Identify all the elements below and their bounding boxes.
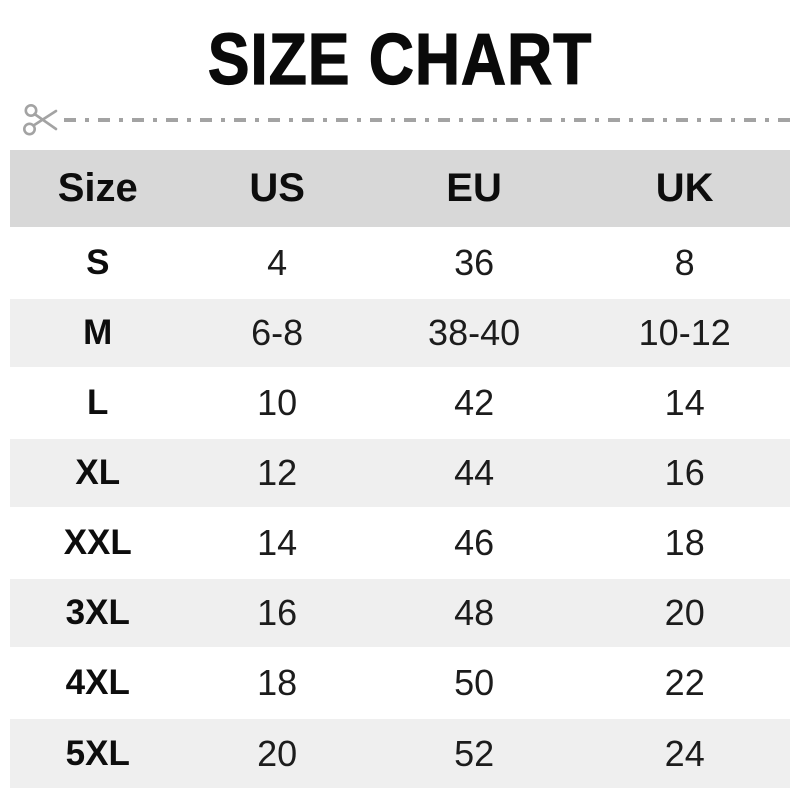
- us-cell: 12: [185, 437, 369, 508]
- eu-cell: 42: [368, 367, 580, 438]
- size-cell: 5XL: [10, 717, 186, 788]
- table-row: L 10 42 14: [10, 367, 790, 438]
- table-row: 3XL 16 48 20: [10, 577, 790, 648]
- page-title-text: SIZE CHART: [207, 20, 593, 100]
- eu-cell: 46: [368, 507, 580, 578]
- uk-cell: 10-12: [579, 297, 790, 368]
- eu-cell: 38-40: [368, 297, 580, 368]
- table-header-row: Size US EU UK: [10, 150, 790, 228]
- column-header-us: US: [185, 150, 369, 228]
- uk-cell: 14: [579, 367, 790, 438]
- uk-cell: 24: [579, 717, 790, 788]
- table-row: XXL 14 46 18: [10, 507, 790, 578]
- column-header-eu: EU: [368, 150, 580, 228]
- scissors-icon: [22, 102, 60, 138]
- size-cell: 4XL: [10, 647, 186, 718]
- eu-cell: 48: [368, 577, 580, 648]
- us-cell: 4: [185, 227, 369, 298]
- size-cell: 3XL: [10, 577, 186, 648]
- size-chart-table: Size US EU UK S 4 36 8 M 6-8 38-40 10-12…: [10, 150, 790, 788]
- eu-cell: 36: [368, 227, 580, 298]
- column-header-uk: UK: [579, 150, 790, 228]
- size-cell: XL: [10, 437, 186, 508]
- uk-cell: 8: [579, 227, 790, 298]
- uk-cell: 18: [579, 507, 790, 578]
- eu-cell: 50: [368, 647, 580, 718]
- uk-cell: 16: [579, 437, 790, 508]
- size-cell: XXL: [10, 507, 186, 578]
- us-cell: 20: [185, 717, 369, 788]
- uk-cell: 20: [579, 577, 790, 648]
- us-cell: 14: [185, 507, 369, 578]
- size-table-body: S 4 36 8 M 6-8 38-40 10-12 L 10 42 14 XL…: [10, 227, 790, 788]
- column-header-size: Size: [10, 150, 186, 228]
- size-cell: L: [10, 367, 186, 438]
- table-row: M 6-8 38-40 10-12: [10, 297, 790, 368]
- us-cell: 6-8: [185, 297, 369, 368]
- size-cell: M: [10, 297, 186, 368]
- table-row: 4XL 18 50 22: [10, 647, 790, 718]
- page-title: SIZE CHART: [0, 20, 800, 100]
- uk-cell: 22: [579, 647, 790, 718]
- us-cell: 18: [185, 647, 369, 718]
- eu-cell: 44: [368, 437, 580, 508]
- table-row: 5XL 20 52 24: [10, 717, 790, 788]
- table-row: XL 12 44 16: [10, 437, 790, 508]
- table-row: S 4 36 8: [10, 227, 790, 298]
- eu-cell: 52: [368, 717, 580, 788]
- cut-line: [22, 102, 790, 138]
- table-header: Size US EU UK: [10, 150, 790, 228]
- dashed-cut-line: [64, 118, 790, 122]
- size-cell: S: [10, 227, 186, 298]
- us-cell: 10: [185, 367, 369, 438]
- us-cell: 16: [185, 577, 369, 648]
